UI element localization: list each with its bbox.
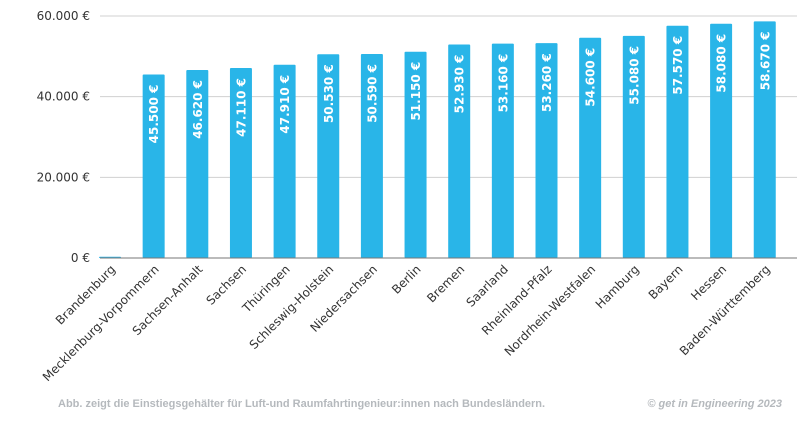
x-tick-label: Hamburg bbox=[593, 262, 642, 311]
y-tick-label: 60.000 € bbox=[37, 9, 90, 23]
bar-chart: 0 €20.000 €40.000 €60.000 €Brandenburg45… bbox=[37, 9, 797, 384]
bar-data-label: 58.670 € bbox=[758, 31, 772, 90]
bar-data-label: 54.600 € bbox=[584, 48, 598, 107]
bar-data-label: 55.080 € bbox=[627, 46, 641, 105]
bar-data-label: 58.080 € bbox=[715, 34, 729, 93]
bar-data-label: 50.590 € bbox=[365, 64, 379, 123]
bar bbox=[360, 53, 383, 258]
bar-data-label: 57.570 € bbox=[671, 36, 685, 95]
y-tick-label: 20.000 € bbox=[37, 170, 90, 184]
bar-data-label: 50.530 € bbox=[322, 64, 336, 123]
x-tick-label: Bremen bbox=[424, 262, 467, 305]
bar bbox=[142, 74, 165, 258]
x-tick-label: Berlin bbox=[389, 262, 424, 297]
bar bbox=[273, 64, 296, 258]
bar-data-label: 47.910 € bbox=[278, 75, 292, 134]
bar-data-label: 45.500 € bbox=[147, 84, 161, 143]
bar bbox=[535, 43, 558, 259]
chart-caption: Abb. zeigt die Einstiegsgehälter für Luf… bbox=[58, 398, 546, 410]
bar-data-label: 46.620 € bbox=[191, 80, 205, 139]
x-tick-label: Sachsen bbox=[204, 262, 250, 308]
bar bbox=[579, 37, 602, 258]
bar bbox=[186, 69, 209, 258]
bar bbox=[710, 23, 733, 258]
bar bbox=[491, 43, 514, 259]
bar-data-label: 47.110 € bbox=[234, 78, 248, 137]
bar bbox=[317, 54, 340, 259]
x-tick-label: Bayern bbox=[646, 262, 686, 302]
bar-data-label: 51.150 € bbox=[409, 62, 423, 121]
bar bbox=[622, 35, 645, 259]
bar bbox=[404, 51, 427, 258]
y-tick-label: 0 € bbox=[71, 251, 90, 265]
bar bbox=[753, 21, 776, 258]
x-tick-label: Hessen bbox=[688, 262, 729, 303]
bar-data-label: 53.260 € bbox=[540, 53, 554, 112]
bar bbox=[666, 25, 689, 259]
bar-data-label: 52.930 € bbox=[453, 55, 467, 114]
x-tick-label: Baden-Württemberg bbox=[677, 262, 773, 358]
bar bbox=[448, 44, 471, 258]
bar-data-label: 53.160 € bbox=[496, 54, 510, 113]
y-tick-label: 40.000 € bbox=[37, 90, 90, 104]
copyright-notice: © get in Engineering 2023 bbox=[647, 398, 782, 410]
x-tick-label: Schleswig-Holstein bbox=[247, 262, 337, 352]
bar bbox=[229, 67, 252, 258]
